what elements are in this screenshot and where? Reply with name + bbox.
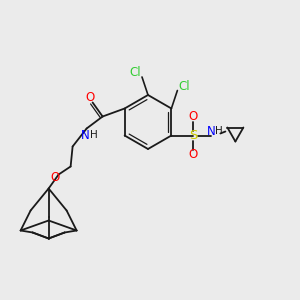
Text: N: N [81, 129, 90, 142]
Text: S: S [189, 129, 198, 142]
Text: H: H [90, 130, 98, 140]
Text: Cl: Cl [129, 67, 141, 80]
Text: H: H [214, 127, 222, 136]
Text: O: O [85, 91, 94, 104]
Text: Cl: Cl [178, 80, 190, 93]
Text: O: O [189, 110, 198, 123]
Text: O: O [189, 148, 198, 161]
Text: N: N [207, 125, 216, 138]
Text: O: O [50, 171, 59, 184]
